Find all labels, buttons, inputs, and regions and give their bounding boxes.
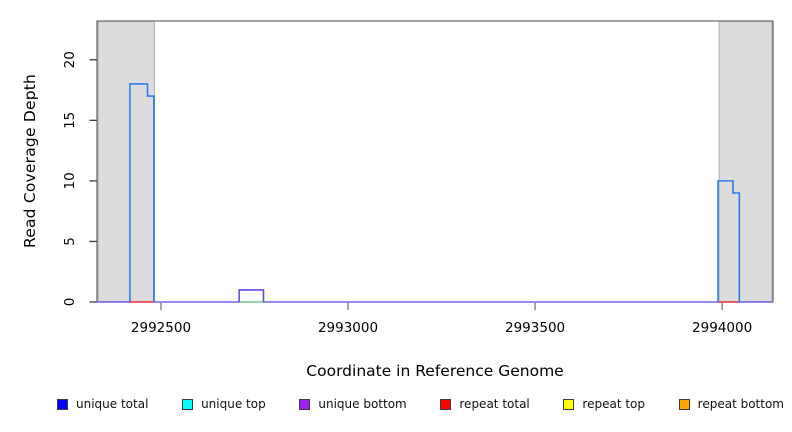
legend-item-unique-total: unique total [57, 397, 148, 411]
legend-item-repeat-top: repeat top [563, 397, 645, 411]
unique-bottom-swatch-icon [299, 398, 311, 410]
coverage-step-line [717, 180, 741, 302]
legend-label: repeat bottom [697, 397, 784, 411]
legend-label: unique total [76, 397, 149, 411]
legend-item-unique-top: unique top [182, 397, 266, 411]
y-tick-label: 10 [62, 172, 78, 189]
x-tick-label: 2992500 [131, 320, 191, 336]
y-axis-title: Read Coverage Depth [21, 73, 39, 249]
x-tick-label: 2994000 [692, 320, 752, 336]
legend-item-repeat-total: repeat total [440, 397, 530, 411]
y-tick-label: 15 [62, 112, 78, 129]
y-tick-label: 5 [62, 237, 78, 246]
legend: unique total unique top unique bottom re… [57, 397, 784, 411]
y-tick-label: 20 [62, 51, 78, 68]
legend-label: repeat total [459, 397, 530, 411]
repeat-region-shade [718, 21, 773, 302]
legend-item-unique-bottom: unique bottom [299, 397, 407, 411]
unique-total-swatch-icon [57, 398, 68, 410]
legend-label: unique bottom [318, 397, 407, 411]
repeat-bottom-swatch-icon [678, 398, 690, 410]
x-tick-label: 2993500 [505, 320, 565, 336]
legend-item-repeat-bottom: repeat bottom [678, 397, 784, 411]
repeat-top-swatch-icon [563, 398, 575, 410]
y-tick-label: 0 [62, 298, 78, 307]
unique-top-swatch-icon [182, 398, 194, 410]
repeat-region-shade [97, 21, 156, 302]
x-tick-label: 2993000 [318, 320, 378, 336]
legend-label: repeat top [582, 397, 646, 411]
coverage-step-line [238, 289, 265, 302]
repeat-total-swatch-icon [440, 398, 452, 410]
x-axis-title: Coordinate in Reference Genome [306, 362, 564, 380]
plot-frame [96, 20, 774, 303]
legend-label: unique top [201, 397, 266, 411]
coverage-step-line [129, 83, 155, 302]
